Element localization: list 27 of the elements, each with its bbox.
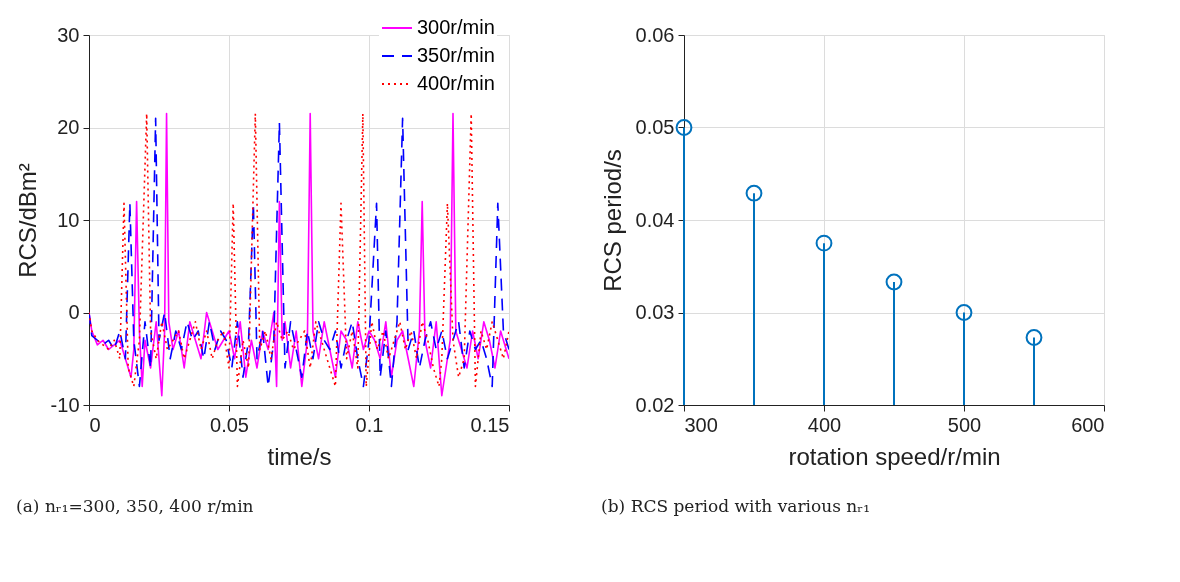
y-axis-title: RCS/dBm² bbox=[13, 163, 41, 278]
y-tick-label: -10 bbox=[50, 393, 80, 416]
y-axis-title: RCS period/s bbox=[598, 149, 626, 292]
legend-label: 400r/min bbox=[417, 72, 495, 94]
x-tick-label: 0.05 bbox=[210, 413, 249, 436]
y-tick-label: 10 bbox=[57, 208, 80, 231]
x-tick-label: 600 bbox=[1071, 413, 1105, 436]
y-tick-label: 0.05 bbox=[635, 116, 675, 138]
x-tick-label: 0.1 bbox=[355, 413, 384, 436]
text: (b) RCS period with various nᵣ₁ bbox=[601, 496, 870, 516]
y-tick-label: 0.04 bbox=[635, 208, 675, 231]
x-tick-label: 300 bbox=[684, 413, 718, 436]
x-axis-title: rotation speed/r/min bbox=[788, 442, 1001, 470]
text: (a) nᵣ₁=300, 350, 400 r/min bbox=[16, 496, 254, 516]
x-tick-label: 0.15 bbox=[470, 413, 510, 436]
y-tick-label: 30 bbox=[57, 23, 80, 46]
y-tick-label: 0.02 bbox=[635, 393, 675, 416]
x-tick-label: 400 bbox=[807, 413, 842, 436]
x-tick-label: 0 bbox=[89, 413, 101, 436]
y-tick-label: 0.06 bbox=[635, 23, 675, 46]
legend-label: 300r/min bbox=[417, 16, 495, 38]
y-tick-label: 0 bbox=[68, 301, 80, 323]
y-tick-label: 0.03 bbox=[635, 301, 675, 323]
legend-label: 350r/min bbox=[417, 44, 495, 66]
x-tick-label: 500 bbox=[947, 413, 982, 436]
x-axis-title: time/s bbox=[267, 442, 332, 470]
y-tick-label: 20 bbox=[57, 116, 80, 138]
